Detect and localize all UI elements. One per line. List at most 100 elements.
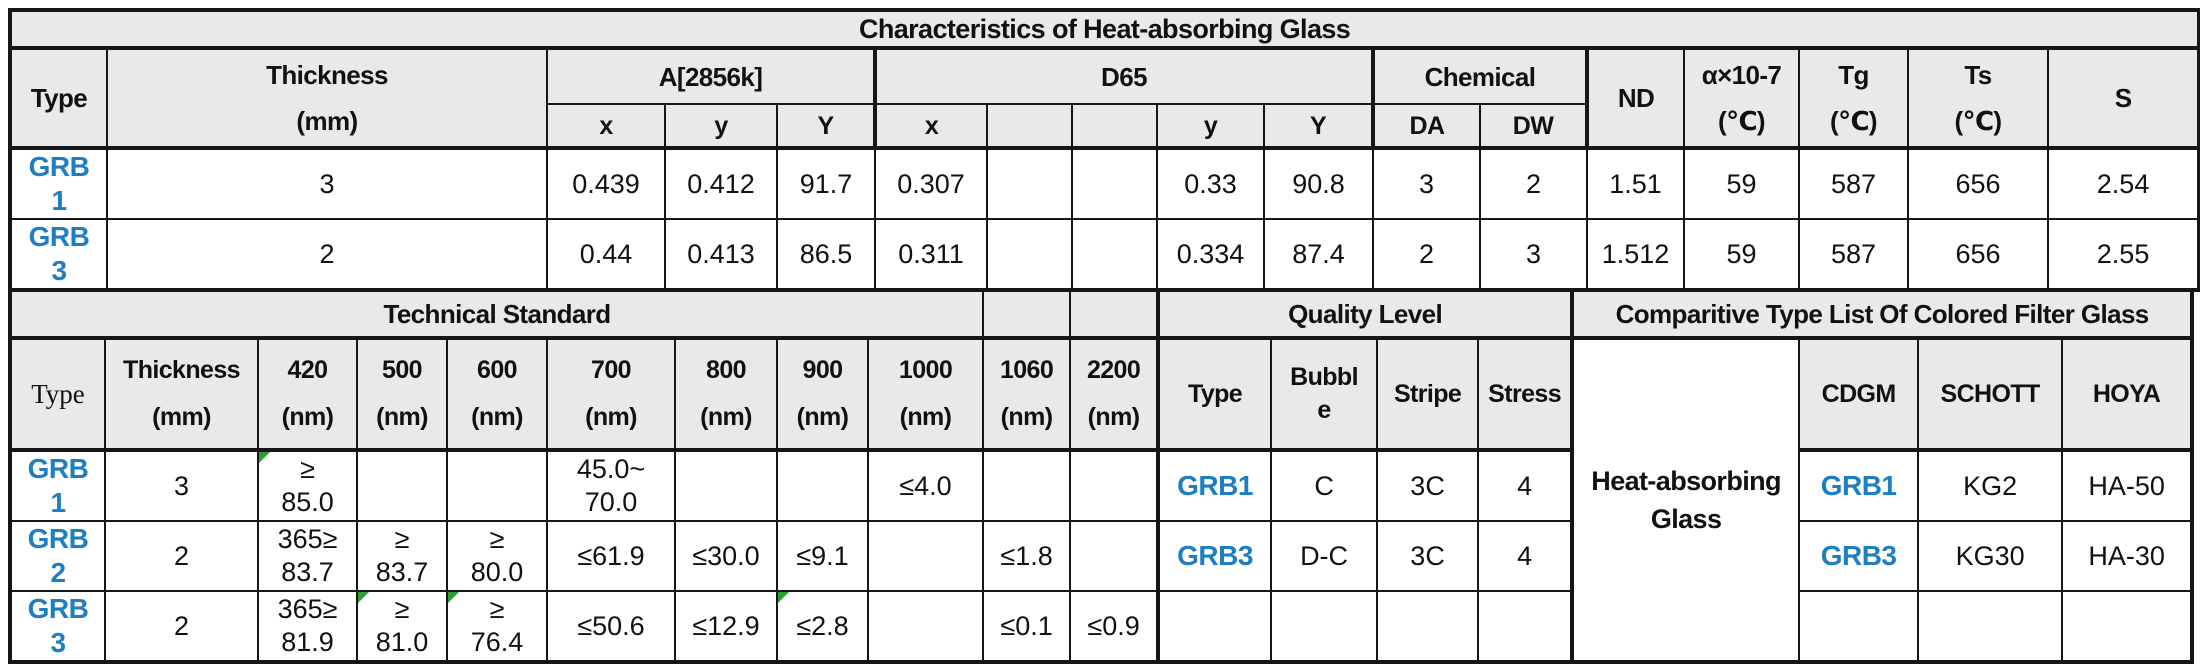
th-d65-Y: Y <box>1263 103 1374 150</box>
td-b2-1060: ≤1.8 <box>982 520 1072 592</box>
td-b3-420-line1: 365≥ <box>277 594 338 624</box>
column-header-row: Type Thickness (mm) 420 (nm) 500 (nm) 60… <box>9 337 2194 663</box>
th-b-thickness-line2: (mm) <box>152 403 211 431</box>
section-header-row: Technical Standard Quality Level Compari… <box>8 292 2194 340</box>
td-b3-2200: ≤0.9 <box>1069 590 1160 663</box>
td-grb1-type: GRB 1 <box>9 147 108 220</box>
th-q-bubble-line1: Bubbl <box>1290 363 1358 391</box>
td-grb3-a-y: 0.413 <box>664 218 778 291</box>
td-grb1-alpha: 59 <box>1683 147 1800 220</box>
td-grb3-dw: 3 <box>1479 218 1588 291</box>
td-b3-420-line2: 81.9 <box>281 627 334 657</box>
td-b3-900: ≤2.8 <box>776 590 869 663</box>
td-b1-type: GRB 1 <box>9 449 106 522</box>
td-b3-type-line1: GRB <box>27 593 89 624</box>
th-dw: DW <box>1479 103 1588 150</box>
th-900nm-line1: 900 <box>802 356 844 384</box>
td-b1-700-line2: 70.0 <box>584 487 638 517</box>
technical-standard-table: Technical Standard Quality Level Compari… <box>8 292 2195 664</box>
th-tg-line1: Tg <box>1838 60 1869 90</box>
td-grb1-ts: 656 <box>1907 147 2049 220</box>
td-grb1-thickness: 3 <box>106 147 548 220</box>
td-grb1-type-line2: 1 <box>51 185 67 216</box>
th-600nm-line1: 600 <box>477 356 518 384</box>
th-600nm: 600 (nm) <box>446 337 548 452</box>
th-420nm-line2: (nm) <box>281 403 334 431</box>
td-b3-type: GRB 3 <box>9 590 106 663</box>
td-c3-hoya <box>2061 590 2194 663</box>
th-schott: SCHOTT <box>1917 337 2064 452</box>
th-q-bubble-line2: e <box>1317 396 1331 424</box>
th-q-stress: Stress <box>1477 337 1574 452</box>
td-c2-hoya: HA-30 <box>2061 520 2194 592</box>
td-c2-cdgm: GRB3 <box>1798 520 1920 592</box>
th-ts-line1: Ts <box>1964 60 1992 90</box>
td-q2-stress: 4 <box>1477 520 1574 592</box>
th-1060nm-line2: (nm) <box>1000 403 1053 431</box>
th-1060nm: 1060 (nm) <box>982 337 1072 452</box>
row-b-grb3: GRB 3 2 365≥ 81.9 ≥ 81.0 ≥ 76.4 ≤50.6 ≤1… <box>9 590 2194 663</box>
characteristics-table: Characteristics of Heat-absorbing Glass … <box>8 8 2200 292</box>
th-section-blank2 <box>1069 292 1160 340</box>
th-d65-blank2 <box>1071 103 1158 150</box>
td-b1-700-line1: 45.0~ <box>576 454 646 484</box>
th-tg: Tg (℃) <box>1798 47 1909 150</box>
th-d65-y: y <box>1156 103 1265 150</box>
td-grb1-a-y: 0.412 <box>664 147 778 220</box>
th-b-thickness-line1: Thickness <box>123 356 240 384</box>
td-grb1-dw: 2 <box>1479 147 1588 220</box>
th-500nm: 500 (nm) <box>356 337 448 452</box>
td-grb3-type-line1: GRB <box>28 221 90 252</box>
td-b2-1000 <box>866 520 985 592</box>
th-2200nm-line2: (nm) <box>1087 403 1140 431</box>
th-q-type: Type <box>1156 337 1273 452</box>
td-b3-type-line2: 3 <box>50 627 66 658</box>
td-q3-type <box>1156 590 1273 663</box>
td-grb1-a-x: 0.439 <box>546 147 666 220</box>
td-c3-cdgm <box>1798 590 1920 663</box>
td-grb1-da: 3 <box>1372 147 1481 220</box>
th-thickness-line2: (mm) <box>296 106 358 136</box>
th-s: S <box>2046 47 2200 150</box>
th-a-Y: Y <box>776 103 876 150</box>
th-section-blank1 <box>982 292 1072 340</box>
td-grb3-s: 2.55 <box>2046 218 2200 291</box>
td-b1-thickness: 3 <box>104 449 259 522</box>
th-600nm-line2: (nm) <box>471 403 523 431</box>
td-b2-500-line2: 83.7 <box>375 557 429 587</box>
td-c1-cdgm: GRB1 <box>1798 449 1920 522</box>
td-b3-600-line2: 76.4 <box>470 627 524 657</box>
td-grb3-d65-blank2 <box>1071 218 1158 291</box>
td-grb3-ts: 656 <box>1907 218 2049 291</box>
td-b1-1060 <box>982 449 1072 522</box>
th-a2856k: A[2856k] <box>546 47 876 105</box>
th-500nm-line1: 500 <box>382 356 423 384</box>
td-grb3-da: 2 <box>1372 218 1481 291</box>
td-c1-schott: KG2 <box>1917 449 2064 522</box>
td-q2-stripe: 3C <box>1376 520 1480 592</box>
th-d65-blank1 <box>986 103 1073 150</box>
td-b1-1000: ≤4.0 <box>866 449 985 522</box>
td-b1-500 <box>356 449 448 522</box>
td-grb3-type-line2: 3 <box>51 255 67 286</box>
td-b3-600: ≥ 76.4 <box>446 590 548 663</box>
td-b1-420-line2: 85.0 <box>281 487 334 517</box>
td-grb3-tg: 587 <box>1798 218 1909 291</box>
th-2200nm-line1: 2200 <box>1086 356 1141 384</box>
td-grb1-a-Y: 91.7 <box>776 147 876 220</box>
td-b3-700: ≤50.6 <box>546 590 676 663</box>
td-heat-absorbing-line2: Glass <box>1650 504 1722 534</box>
row-b-grb1: GRB 1 3 ≥ 85.0 45.0~ 70.0 ≤4.0 GRB1 C 3C <box>9 449 2194 522</box>
th-nd: ND <box>1585 47 1685 150</box>
row-grb3: GRB 3 2 0.44 0.413 86.5 0.311 0.334 87.4… <box>9 218 2200 291</box>
th-alpha: α×10-7 (℃) <box>1683 47 1800 150</box>
th-800nm-line2: (nm) <box>700 403 752 431</box>
td-grb1-d65-blank2 <box>1071 147 1158 220</box>
th-da: DA <box>1371 103 1481 150</box>
th-alpha-line2: (℃) <box>1717 106 1766 136</box>
th-cdgm: CDGM <box>1798 337 1920 452</box>
td-b2-600-line1: ≥ <box>489 524 505 554</box>
td-b3-600-line1: ≥ <box>489 594 505 624</box>
td-b3-1060: ≤0.1 <box>982 590 1072 663</box>
th-thickness: Thickness (mm) <box>106 47 548 150</box>
